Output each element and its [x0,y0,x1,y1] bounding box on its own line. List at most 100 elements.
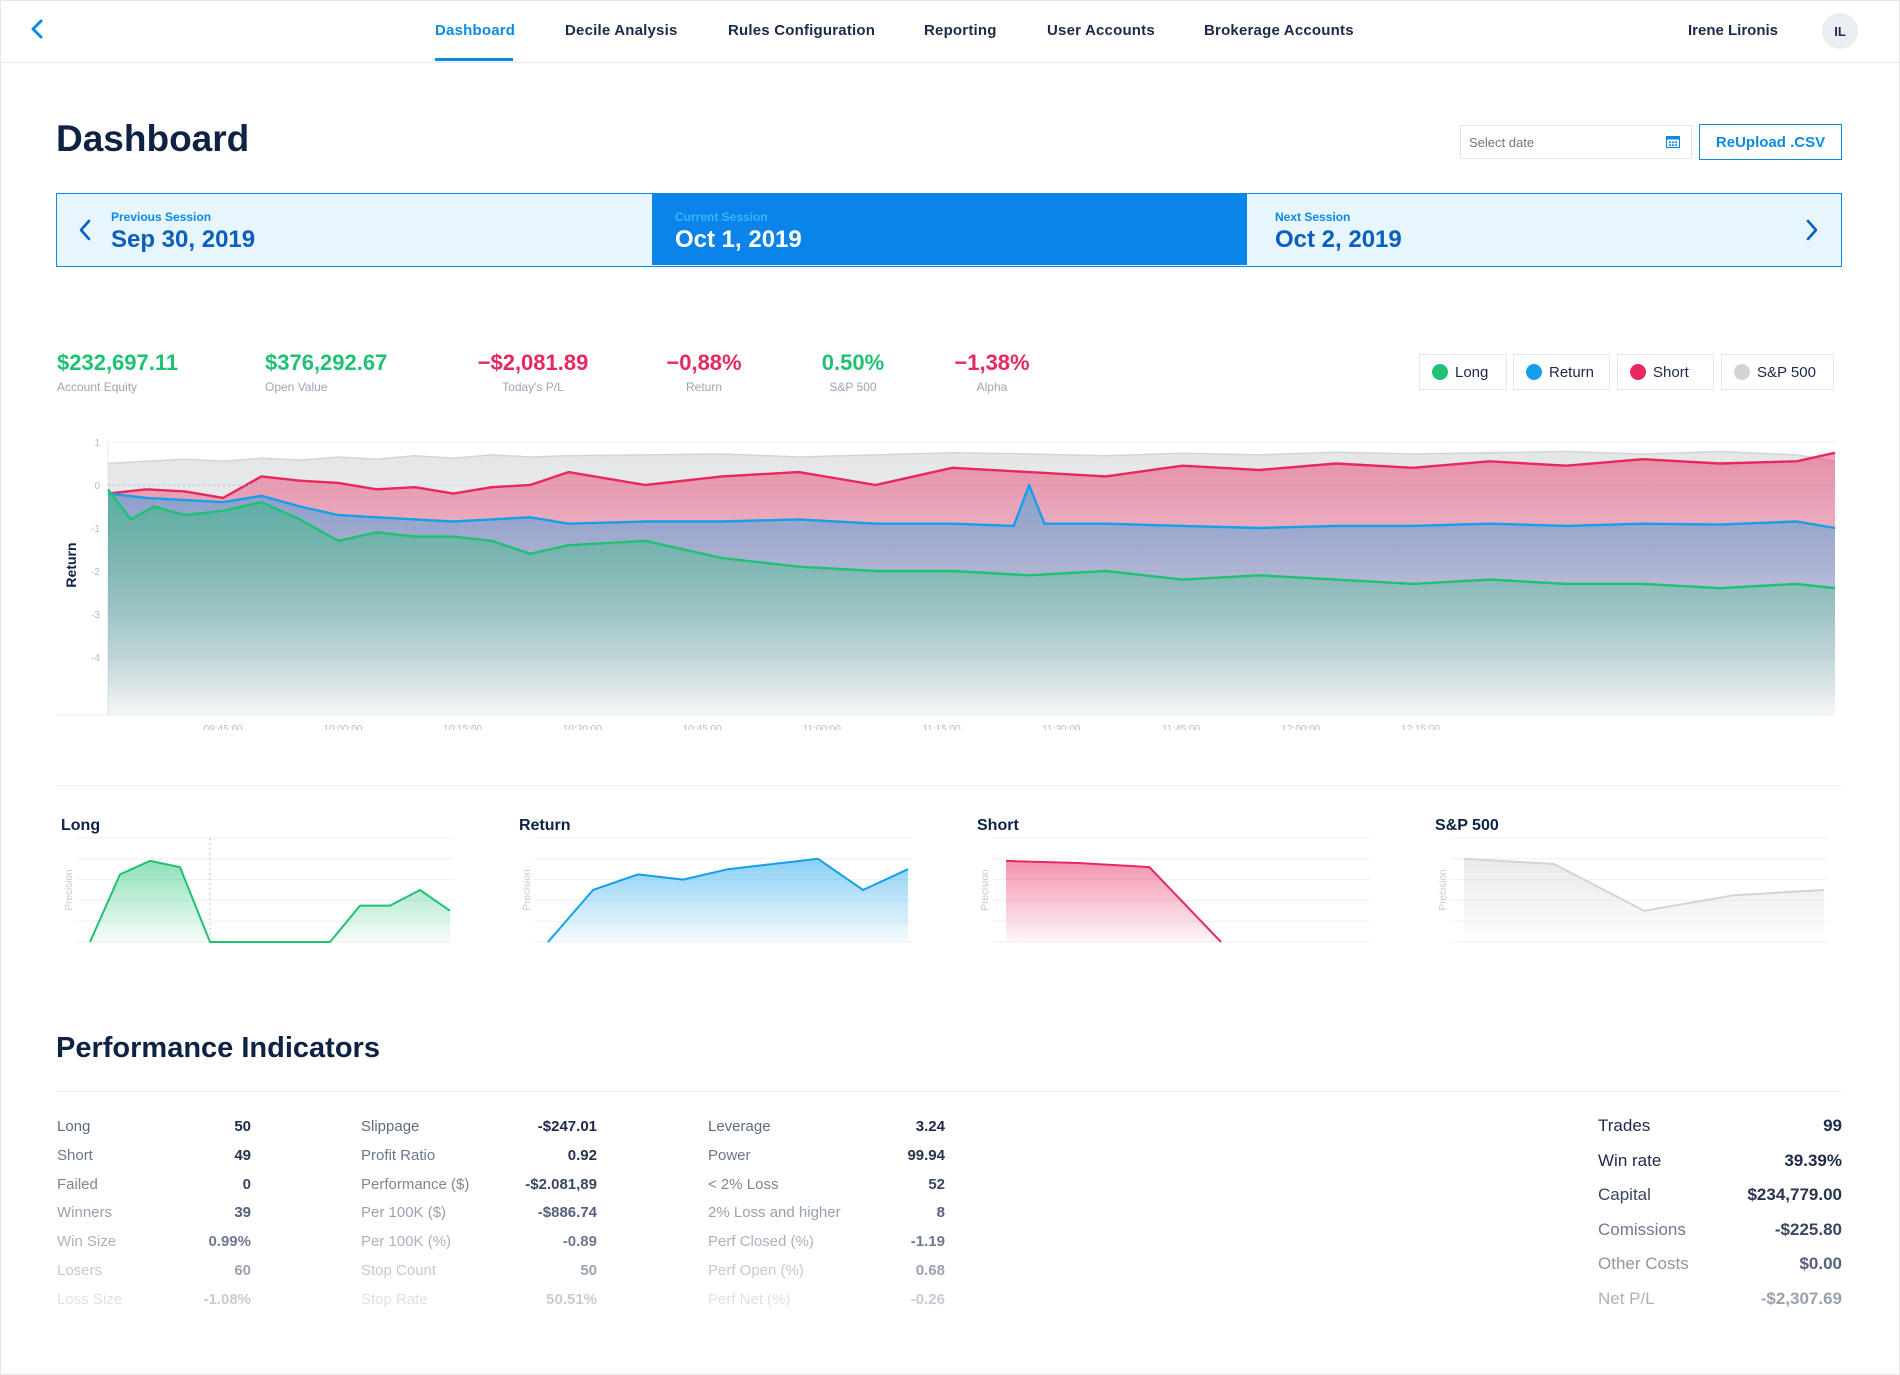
summary-row: Net P/L -$2,307.69 [1598,1289,1842,1324]
y-tick-label: 0 [94,481,100,492]
nav-user-accounts[interactable]: User Accounts [1047,22,1155,39]
summary-label: Trades [1598,1116,1651,1135]
previous-session-date[interactable]: Sep 30, 2019 [111,226,256,253]
long-precision-chart[interactable]: Precision [58,830,458,960]
calendar-icon[interactable] [1666,136,1680,148]
y-axis-label: Precision [980,869,991,910]
nav-reporting[interactable]: Reporting [924,22,997,39]
performance-label: Long [57,1118,91,1135]
summary-row: Win rate 39.39% [1598,1151,1842,1186]
mini-series-line[interactable] [89,859,451,943]
series-line-short[interactable] [107,451,1836,500]
sp500-precision-chart[interactable]: Precision [1432,830,1832,960]
legend-label: Return [1549,363,1595,381]
summary-row: Other Costs $0.00 [1598,1254,1842,1289]
performance-value: 60 [234,1261,251,1279]
performance-label: 2% Loss and higher [708,1204,841,1222]
summary-value: $0.00 [1799,1254,1842,1273]
y-tick-label: -2 [91,567,100,578]
summary-row: Comissions -$225.80 [1598,1220,1842,1255]
metric-value: 0.50% [821,350,885,375]
mini-chart-title-short: Short [977,817,1019,834]
avatar[interactable]: IL [1822,13,1858,49]
performance-column-1: Long 50 Short 49 Failed 0 Winners 39 Win Size 0.9… [57,1118,251,1320]
metric-label: S&P 500 [829,380,877,394]
user-name[interactable]: Irene Lironis [1687,22,1778,39]
performance-row: Leverage 3.24 [708,1118,945,1147]
performance-label: Perf Net (%) [708,1290,791,1308]
nav-brokerage-accounts[interactable]: Brokerage Accounts [1204,22,1354,39]
series-line-return[interactable] [107,483,1836,530]
performance-value: 0.92 [567,1146,597,1164]
performance-row: Perf Open (%) 0.68 [708,1262,945,1291]
mini-series-line[interactable] [1005,859,1222,943]
performance-value: 50.51% [546,1290,597,1308]
back-arrow-icon[interactable] [22,14,52,44]
chevron-right-icon[interactable] [1802,216,1822,244]
performance-row: Losers 60 [57,1262,251,1291]
performance-label: Stop Count [361,1261,437,1279]
legend-sp500-toggle[interactable]: S&P 500 [1721,354,1834,390]
mini-series-line[interactable] [547,857,909,943]
performance-row: Performance ($) -$2.081,89 [361,1176,597,1205]
performance-label: Per 100K ($) [361,1204,447,1222]
x-tick-label: 12:00:00 [1281,724,1320,730]
y-axis-label: Precision [1438,869,1449,910]
summary-label: Net P/L [1598,1288,1655,1308]
performance-value: 50 [580,1261,597,1279]
nav-rules-configuration[interactable]: Rules Configuration [728,22,876,39]
metric-value: $376,292.67 [265,350,388,375]
legend-long-toggle[interactable]: Long [1419,354,1507,390]
performance-label: Winners [57,1204,113,1222]
current-session[interactable]: Current Session Oct 1, 2019 [652,194,1247,265]
chevron-left-icon[interactable] [75,216,95,244]
metric-value: $232,697.11 [57,350,179,375]
series-area-long [108,489,1835,714]
performance-label: Per 100K (%) [361,1233,452,1251]
short-precision-chart[interactable]: Precision [974,830,1374,960]
performance-row: Perf Closed (%) -1.19 [708,1233,945,1262]
return-chart[interactable]: 1 0 -1 -2 -3 -4 Return 09:45:00 10:00:00 10:15:00… [50,430,1850,730]
metric-label: Alpha [976,380,1008,394]
metric-sp500: 0.50% S&P 500 [813,350,893,394]
date-picker-input[interactable] [1460,125,1692,159]
nav-decile-analysis[interactable]: Decile Analysis [565,22,678,39]
summary-row: Capital $234,779.00 [1598,1185,1842,1220]
return-precision-chart[interactable]: Precision [516,830,916,960]
x-tick-label: 11:15:00 [922,724,961,730]
series-line-s-p-500[interactable] [107,450,1836,465]
summary-label: Capital [1598,1185,1651,1204]
nav-dashboard[interactable]: Dashboard [435,22,516,39]
metric-value: −$2,081.89 [477,350,589,375]
y-axis-label: Return [63,542,79,587]
legend-short-toggle[interactable]: Short [1617,354,1714,390]
y-tick-label: -3 [91,610,100,621]
mini-series-line[interactable] [1463,857,1825,912]
performance-value: 0.99% [208,1233,251,1251]
x-tick-label: 09:45:00 [204,724,243,730]
performance-column-2: Slippage -$247.01 Profit Ratio 0.92 Performa… [361,1118,597,1320]
performance-label: Profit Ratio [361,1146,436,1164]
performance-value: 39 [234,1204,251,1222]
mini-series-area [1464,858,1824,942]
metric-return: −0,88% Return [664,350,744,394]
metric-value: −0,88% [666,350,742,375]
performance-row: Power 99.94 [708,1147,945,1176]
performance-row: Slippage -$247.01 [361,1118,597,1147]
performance-label: Leverage [708,1118,771,1135]
reupload-csv-button[interactable]: ReUpload .CSV [1699,124,1842,160]
metric-todays-pl: −$2,081.89 Today's P/L [473,350,593,394]
series-line-long[interactable] [107,488,1836,590]
performance-row: Short 49 [57,1147,251,1176]
summary-label: Comissions [1598,1219,1686,1239]
performance-label: Short [57,1146,93,1164]
legend-return-toggle[interactable]: Return [1513,354,1610,390]
performance-row: Profit Ratio 0.92 [361,1147,597,1176]
performance-row: Loss Size -1.08% [57,1291,251,1320]
next-session-date[interactable]: Oct 2, 2019 [1275,226,1402,253]
metric-label: Open Value [265,380,328,394]
summary-value: 99 [1823,1116,1842,1135]
performance-label: Losers [57,1261,103,1279]
metric-open-value: $376,292.67 Open Value [265,350,387,394]
x-tick-label: 11:00:00 [803,724,842,730]
